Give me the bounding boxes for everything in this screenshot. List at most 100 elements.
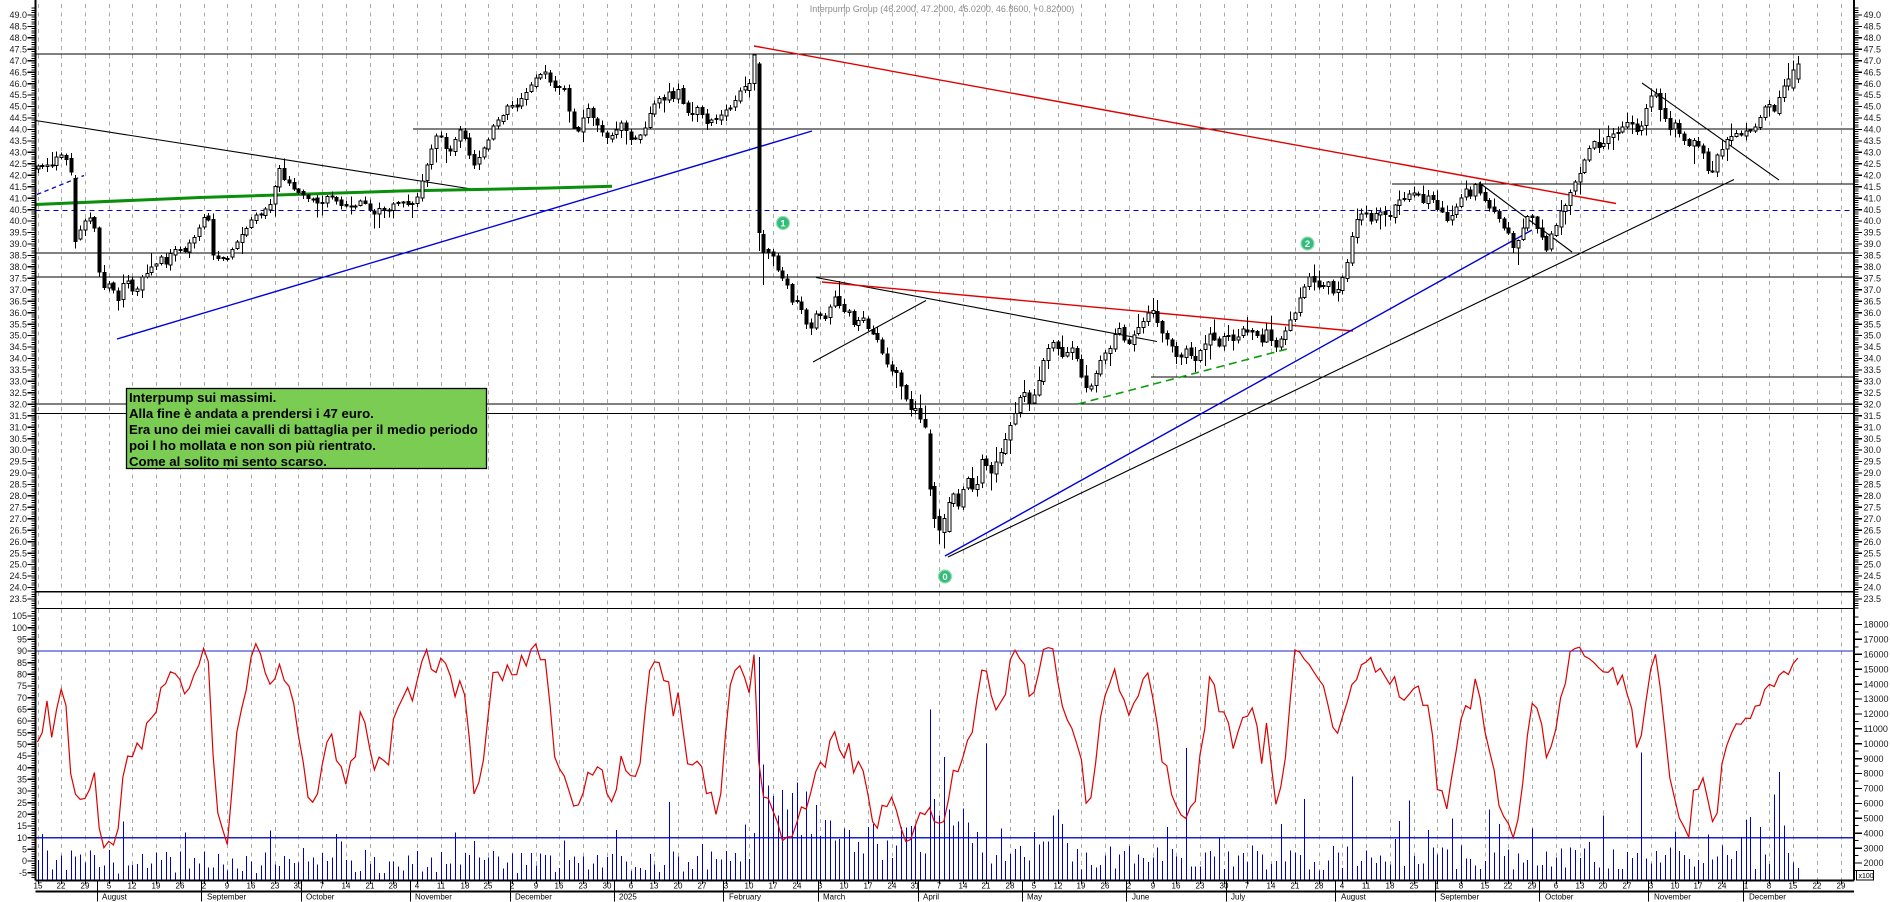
- svg-text:35.0: 35.0: [1864, 331, 1882, 341]
- svg-text:32.0: 32.0: [1864, 399, 1882, 409]
- svg-text:28.5: 28.5: [9, 480, 27, 490]
- svg-text:1: 1: [780, 218, 786, 229]
- svg-text:29: 29: [81, 882, 90, 891]
- svg-text:27.0: 27.0: [1864, 514, 1882, 524]
- svg-text:42.5: 42.5: [1864, 159, 1882, 169]
- svg-text:21: 21: [366, 882, 375, 891]
- svg-text:80: 80: [17, 670, 27, 680]
- svg-text:September: September: [207, 893, 246, 902]
- svg-text:8: 8: [1767, 882, 1772, 891]
- svg-text:37.0: 37.0: [1864, 285, 1882, 295]
- svg-text:27.0: 27.0: [9, 514, 27, 524]
- svg-text:June: June: [1132, 893, 1150, 902]
- svg-text:30.5: 30.5: [9, 434, 27, 444]
- svg-text:75: 75: [17, 681, 27, 691]
- svg-text:39.5: 39.5: [9, 228, 27, 238]
- svg-text:2: 2: [202, 882, 207, 891]
- svg-text:29.0: 29.0: [1864, 468, 1882, 478]
- svg-text:46.0: 46.0: [9, 79, 27, 89]
- svg-text:7: 7: [320, 882, 325, 891]
- svg-text:9000: 9000: [1864, 754, 1884, 764]
- svg-text:26: 26: [1101, 882, 1110, 891]
- svg-text:September: September: [1440, 893, 1479, 902]
- svg-text:9: 9: [1151, 882, 1156, 891]
- svg-text:40.0: 40.0: [9, 216, 27, 226]
- svg-text:23.5: 23.5: [1864, 594, 1882, 604]
- svg-text:Alla fine è andata a prendersi: Alla fine è andata a prendersi i 47 euro…: [129, 406, 374, 421]
- svg-text:29.5: 29.5: [9, 457, 27, 467]
- svg-text:August: August: [102, 893, 128, 902]
- svg-text:25.0: 25.0: [1864, 560, 1882, 570]
- svg-text:36.0: 36.0: [1864, 308, 1882, 318]
- svg-text:25.0: 25.0: [9, 560, 27, 570]
- svg-text:poi l ho mollata e non son più: poi l ho mollata e non son più rientrato…: [129, 438, 376, 453]
- svg-text:41.0: 41.0: [1864, 193, 1882, 203]
- svg-text:36.0: 36.0: [9, 308, 27, 318]
- svg-text:32.5: 32.5: [1864, 388, 1882, 398]
- svg-text:16: 16: [555, 882, 564, 891]
- svg-text:Interpump sui massimi.: Interpump sui massimi.: [129, 390, 276, 405]
- svg-text:December: December: [1749, 893, 1786, 902]
- svg-text:43.0: 43.0: [9, 148, 27, 158]
- svg-text:12: 12: [1054, 882, 1063, 891]
- svg-text:49.0: 49.0: [1864, 10, 1882, 20]
- svg-text:36.5: 36.5: [9, 296, 27, 306]
- svg-text:49.0: 49.0: [9, 10, 27, 20]
- svg-text:18000: 18000: [1864, 620, 1889, 630]
- svg-text:90: 90: [17, 646, 27, 656]
- svg-text:30: 30: [603, 882, 612, 891]
- svg-text:30: 30: [17, 786, 27, 796]
- svg-text:27: 27: [1623, 882, 1632, 891]
- svg-text:30.0: 30.0: [9, 445, 27, 455]
- svg-text:31.5: 31.5: [9, 411, 27, 421]
- svg-text:42.5: 42.5: [9, 159, 27, 169]
- svg-text:10: 10: [840, 882, 849, 891]
- svg-text:27.5: 27.5: [9, 502, 27, 512]
- svg-text:12000: 12000: [1864, 709, 1889, 719]
- svg-text:33.5: 33.5: [1864, 365, 1882, 375]
- svg-text:50: 50: [17, 740, 27, 750]
- svg-text:48.0: 48.0: [9, 33, 27, 43]
- svg-text:27.5: 27.5: [1864, 502, 1882, 512]
- svg-text:30: 30: [294, 882, 303, 891]
- svg-text:-5: -5: [19, 868, 27, 878]
- svg-text:47.5: 47.5: [1864, 45, 1882, 55]
- svg-text:47.5: 47.5: [9, 45, 27, 55]
- svg-text:October: October: [306, 893, 335, 902]
- svg-text:34.5: 34.5: [1864, 342, 1882, 352]
- svg-text:24: 24: [793, 882, 802, 891]
- svg-text:41.5: 41.5: [9, 182, 27, 192]
- svg-text:60: 60: [17, 716, 27, 726]
- svg-text:31.5: 31.5: [1864, 411, 1882, 421]
- svg-text:16000: 16000: [1864, 649, 1889, 659]
- svg-text:April: April: [923, 893, 939, 902]
- svg-text:25: 25: [1410, 882, 1419, 891]
- svg-text:0: 0: [22, 856, 27, 866]
- svg-text:13000: 13000: [1864, 694, 1889, 704]
- svg-text:17: 17: [1694, 882, 1703, 891]
- svg-text:6000: 6000: [1864, 799, 1884, 809]
- svg-text:45: 45: [17, 751, 27, 761]
- svg-text:1: 1: [1744, 882, 1749, 891]
- svg-text:28: 28: [389, 882, 398, 891]
- svg-text:46.5: 46.5: [1864, 67, 1882, 77]
- svg-text:9: 9: [225, 882, 230, 891]
- svg-text:25.5: 25.5: [9, 548, 27, 558]
- svg-text:30.0: 30.0: [1864, 445, 1882, 455]
- svg-text:14000: 14000: [1864, 679, 1889, 689]
- svg-text:23: 23: [271, 882, 280, 891]
- svg-text:44.0: 44.0: [1864, 125, 1882, 135]
- svg-text:20: 20: [674, 882, 683, 891]
- svg-text:47.0: 47.0: [9, 56, 27, 66]
- svg-text:18: 18: [1386, 882, 1395, 891]
- svg-text:25: 25: [17, 798, 27, 808]
- svg-text:39.0: 39.0: [9, 239, 27, 249]
- svg-text:19: 19: [152, 882, 161, 891]
- svg-text:July: July: [1231, 893, 1245, 902]
- svg-text:23: 23: [579, 882, 588, 891]
- svg-text:40.0: 40.0: [1864, 216, 1882, 226]
- svg-text:45.0: 45.0: [9, 102, 27, 112]
- svg-text:1: 1: [1435, 882, 1440, 891]
- svg-text:May: May: [1027, 893, 1042, 902]
- svg-text:29.5: 29.5: [1864, 457, 1882, 467]
